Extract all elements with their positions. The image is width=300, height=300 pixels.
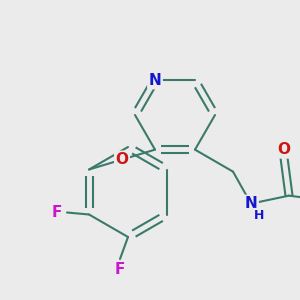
Text: O: O: [278, 142, 290, 157]
Text: N: N: [148, 73, 161, 88]
Text: F: F: [52, 205, 62, 220]
Text: N: N: [244, 196, 257, 211]
Text: F: F: [115, 262, 125, 277]
Text: H: H: [254, 209, 264, 222]
Text: O: O: [116, 152, 128, 167]
